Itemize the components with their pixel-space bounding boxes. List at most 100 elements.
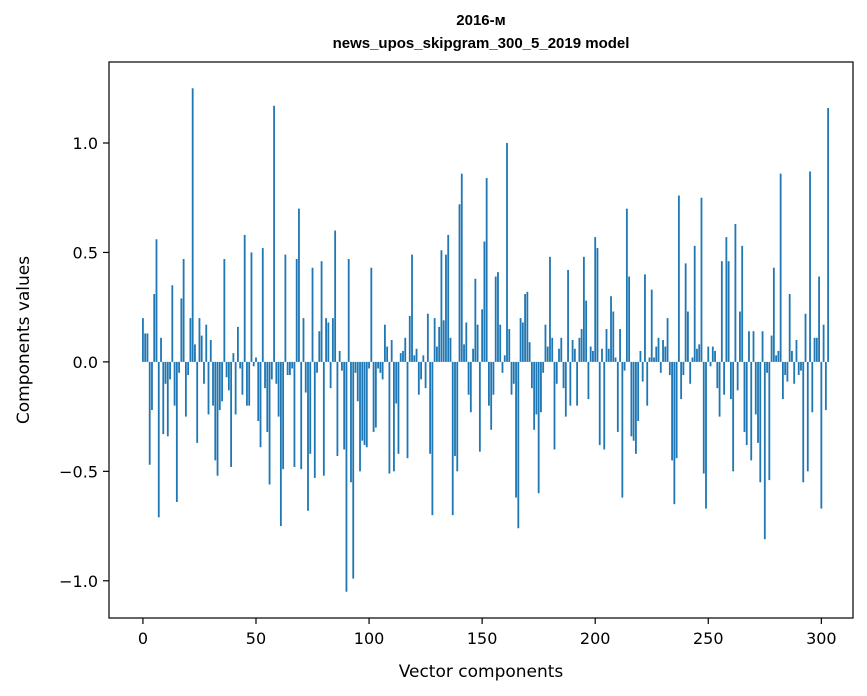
- bar-component-65: [289, 361, 291, 376]
- bar-component-174: [535, 361, 538, 415]
- bar-component-202: [598, 361, 601, 446]
- bar-component-282: [779, 173, 782, 362]
- bar-component-170: [526, 291, 529, 362]
- bar-component-161: [506, 142, 508, 362]
- y-tick-label: −1.0: [59, 572, 98, 591]
- bar-component-70: [300, 361, 303, 470]
- bar-component-278: [770, 335, 773, 362]
- bar-component-189: [569, 361, 572, 406]
- bar-component-228: [657, 337, 660, 362]
- bar-component-160: [503, 355, 506, 362]
- bar-component-45: [243, 234, 246, 362]
- bar-component-102: [372, 361, 375, 432]
- bar-component-6: [155, 239, 158, 362]
- bar-component-63: [284, 254, 287, 362]
- bar-component-52: [259, 361, 262, 448]
- bar-component-115: [402, 350, 404, 362]
- bar-component-240: [684, 263, 687, 362]
- bar-component-177: [542, 361, 545, 373]
- bar-component-67: [293, 361, 296, 467]
- bar-component-35: [221, 361, 223, 402]
- bar-component-211: [619, 329, 621, 362]
- bar-component-285: [786, 361, 789, 382]
- bar-component-88: [341, 361, 343, 371]
- bar-component-178: [544, 324, 547, 362]
- bar-component-182: [553, 361, 556, 450]
- bar-component-68: [295, 259, 298, 362]
- bar-component-27: [203, 361, 205, 384]
- x-axis-ticks: 0 50 100 150 200 250 300: [138, 618, 837, 648]
- bar-component-296: [811, 361, 814, 413]
- bar-component-42: [237, 326, 239, 362]
- bar-component-136: [449, 337, 452, 362]
- bar-component-14: [173, 361, 176, 406]
- y-tick-label: 1.0: [73, 134, 98, 153]
- bar-component-57: [270, 361, 273, 380]
- bar-component-144: [467, 361, 470, 395]
- bar-component-221: [641, 361, 644, 382]
- bar-component-19: [184, 361, 187, 417]
- bar-component-199: [592, 350, 594, 362]
- bar-component-208: [612, 311, 615, 362]
- bar-component-256: [720, 261, 723, 362]
- bar-component-263: [736, 361, 739, 391]
- bar-component-194: [580, 329, 583, 362]
- bar-component-104: [377, 361, 380, 369]
- bar-component-40: [232, 353, 235, 362]
- bar-component-250: [707, 346, 710, 362]
- bar-component-167: [519, 318, 522, 362]
- bar-component-165: [515, 361, 517, 498]
- bar-component-112: [395, 361, 398, 404]
- bar-component-219: [637, 361, 640, 421]
- bar-component-118: [408, 315, 411, 362]
- bar-component-223: [646, 361, 649, 406]
- bar-component-147: [474, 278, 477, 362]
- bar-component-205: [605, 329, 608, 362]
- bar-component-276: [766, 361, 768, 373]
- bar-component-262: [734, 223, 737, 362]
- bar-component-265: [741, 245, 744, 362]
- bar-component-89: [343, 361, 346, 450]
- bar-component-300: [820, 361, 823, 509]
- bar-component-173: [533, 361, 536, 430]
- bar-component-99: [365, 361, 368, 448]
- bar-component-291: [800, 361, 802, 371]
- bar-component-271: [754, 361, 757, 415]
- bar-component-119: [411, 254, 413, 362]
- bar-component-32: [214, 361, 217, 461]
- bar-component-92: [350, 361, 352, 483]
- bar-component-146: [472, 348, 474, 362]
- bar-component-275: [763, 361, 766, 540]
- bar-component-244: [693, 245, 696, 362]
- bar-component-303: [827, 107, 830, 362]
- bar-component-82: [327, 322, 330, 362]
- bar-component-46: [246, 361, 248, 406]
- bar-component-287: [791, 350, 793, 362]
- bar-component-48: [250, 252, 253, 362]
- bar-component-36: [223, 259, 226, 362]
- bar-component-224: [648, 357, 651, 362]
- bar-component-81: [325, 318, 327, 362]
- bar-component-220: [639, 350, 642, 362]
- bar-component-260: [729, 361, 732, 400]
- bar-component-116: [404, 337, 407, 362]
- bar-component-58: [273, 105, 275, 362]
- bar-component-64: [286, 361, 289, 376]
- bar-component-204: [603, 361, 606, 450]
- bar-component-246: [698, 344, 701, 362]
- bar-component-22: [191, 88, 194, 362]
- bar-component-138: [454, 361, 456, 457]
- bar-component-279: [772, 267, 775, 362]
- bar-component-239: [682, 361, 685, 376]
- x-tick-label: 0: [138, 629, 148, 648]
- bar-component-195: [582, 256, 585, 362]
- bar-component-111: [393, 361, 395, 472]
- bar-component-66: [291, 361, 294, 369]
- bar-component-85: [334, 230, 337, 362]
- bar-component-75: [311, 267, 314, 362]
- bar-component-249: [705, 361, 707, 509]
- bar-component-281: [777, 350, 780, 362]
- bar-component-253: [714, 350, 716, 362]
- bar-component-54: [264, 361, 266, 389]
